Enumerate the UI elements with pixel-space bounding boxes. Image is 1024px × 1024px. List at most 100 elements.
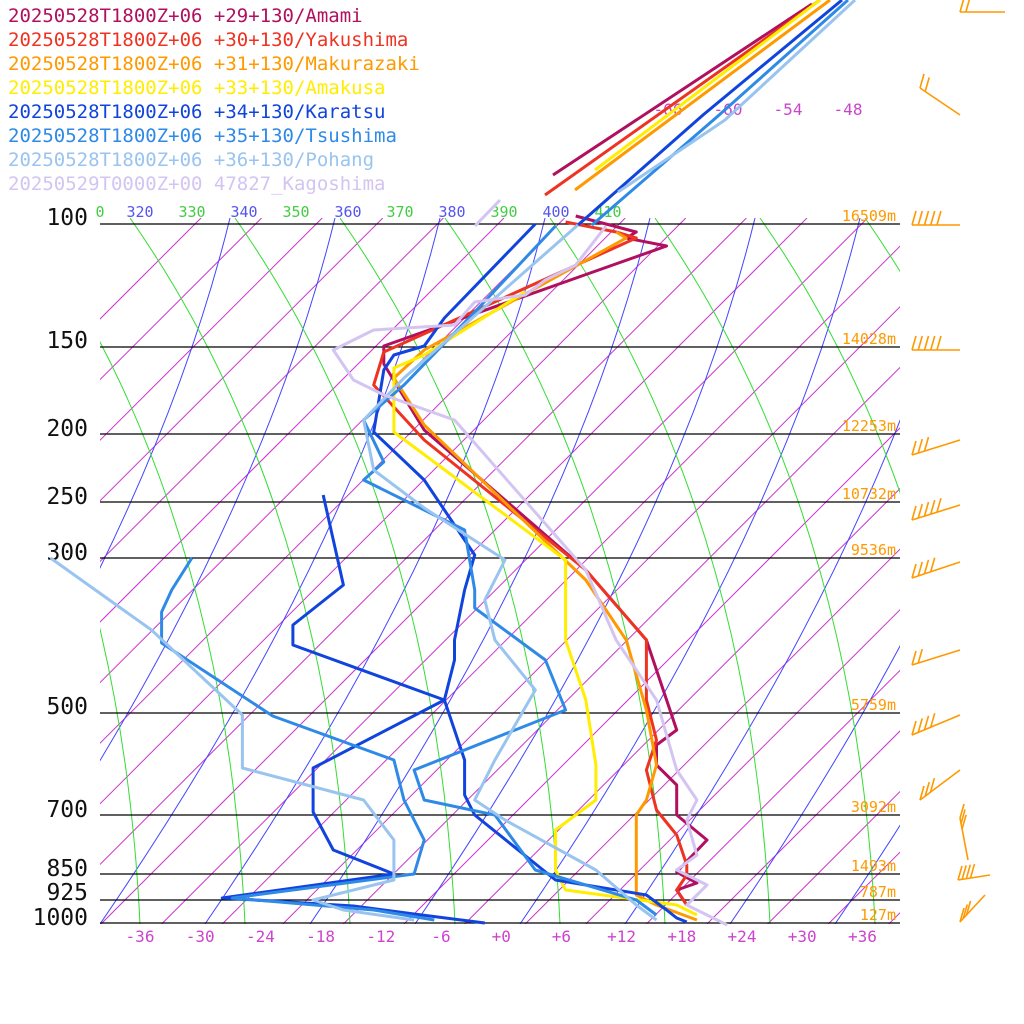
moist-adiabat-line xyxy=(864,218,900,273)
wind-barb-flag xyxy=(911,440,917,456)
wind-barb-flag xyxy=(917,503,924,519)
wind-barbs xyxy=(911,0,1005,923)
isotherm-line xyxy=(767,790,900,924)
moist-adiabat-line xyxy=(759,218,900,495)
x-tick-label: -12 xyxy=(366,927,395,946)
height-label: 14028m xyxy=(842,330,896,348)
height-label: 16509m xyxy=(842,207,896,225)
x-tick-label: +18 xyxy=(667,927,696,946)
theta-label: 350 xyxy=(282,203,309,221)
wind-barb-flag xyxy=(969,863,976,879)
series-upper-line xyxy=(591,0,849,227)
wind-barb-flag xyxy=(923,501,930,517)
wind-barb-flag xyxy=(919,73,925,89)
wind-barb-flag xyxy=(929,210,936,226)
wind-barb-flag xyxy=(911,563,917,579)
wind-barb-flag xyxy=(911,650,917,666)
isotherm-line xyxy=(403,427,900,924)
series-line xyxy=(372,222,688,924)
pressure-label: 500 xyxy=(46,694,88,720)
isotherm-line xyxy=(100,218,384,502)
wind-barb-flag xyxy=(911,505,917,521)
isotherm-line xyxy=(100,218,626,744)
dry-adiabat-line xyxy=(940,218,1024,924)
x-tick-label: +12 xyxy=(607,927,636,946)
pressure-label: 925 xyxy=(46,880,88,906)
pressure-label: 700 xyxy=(46,797,88,823)
theta-label: 400 xyxy=(542,203,569,221)
upper-temp-label: -54 xyxy=(774,100,803,119)
pressure-label: 100 xyxy=(46,205,88,231)
height-label: 1493m xyxy=(851,857,896,875)
isotherm-line xyxy=(706,730,900,924)
legend-entry: 20250528T1800Z+06 +31+130/Makurazaki xyxy=(8,53,420,75)
isotherm-line xyxy=(888,912,900,924)
x-tick-label: +0 xyxy=(492,927,511,946)
x-tick-label: -30 xyxy=(186,927,215,946)
series-upper-line xyxy=(574,0,831,192)
legend-entry: 20250529T0000Z+00 47827_Kagoshima xyxy=(8,173,386,195)
wind-barb-flag xyxy=(957,865,963,881)
wind-barb xyxy=(911,439,961,456)
moist-adiabat-lines xyxy=(100,218,900,924)
series-line xyxy=(331,225,728,927)
wind-barb-flag xyxy=(965,0,971,13)
moist-adiabat-line xyxy=(129,218,351,924)
moist-adiabat-line xyxy=(100,627,141,924)
x-tick-label: +30 xyxy=(788,927,817,946)
wind-barb-flag xyxy=(917,210,924,226)
wind-barb-flag xyxy=(917,561,924,577)
isotherm-line xyxy=(100,218,262,381)
moist-adiabat-line xyxy=(549,218,771,924)
theta-label: 330 xyxy=(178,203,205,221)
series-line xyxy=(392,290,698,917)
x-tick-label: -24 xyxy=(246,927,275,946)
height-label: 127m xyxy=(860,906,896,924)
dry-adiabat-lines xyxy=(100,218,1024,924)
wind-barb-flag xyxy=(965,900,972,916)
isotherm-line xyxy=(585,609,900,924)
x-tick-label: +24 xyxy=(728,927,757,946)
height-label: 3092m xyxy=(851,798,896,816)
moist-adiabat-line xyxy=(339,218,561,924)
wind-barb-flag xyxy=(923,715,930,731)
wind-barb-flag xyxy=(936,497,942,513)
wind-barb-flag xyxy=(959,907,965,923)
wind-barb-flag xyxy=(923,436,930,452)
wind-barb-flag xyxy=(917,718,924,733)
wind-barb-flag xyxy=(917,335,924,351)
pressure-label: 300 xyxy=(46,540,88,566)
wind-barb-flag xyxy=(962,904,969,919)
wind-barb-flag xyxy=(961,865,967,880)
legend-entry: 20250528T1800Z+06 +34+130/Karatsu xyxy=(8,101,386,123)
wind-barb-flag xyxy=(960,809,966,824)
isotherm-line xyxy=(100,218,747,866)
upper-temp-label: -48 xyxy=(834,100,863,119)
series-line xyxy=(49,556,415,922)
isotherm-line xyxy=(100,218,202,320)
wind-barb-flag xyxy=(936,335,942,351)
height-label: 9536m xyxy=(851,541,896,559)
wind-barb-flag xyxy=(911,210,917,226)
series-line xyxy=(392,230,698,922)
dry-adiabat-line xyxy=(834,824,900,924)
wind-barb-flag xyxy=(923,559,930,575)
theta-label: 320 xyxy=(126,203,153,221)
x-tick-label: +6 xyxy=(552,927,571,946)
isotherm-line xyxy=(1010,218,1024,924)
series-upper-line xyxy=(577,0,843,227)
wind-barb-flag xyxy=(929,557,936,572)
theta-label: 360 xyxy=(334,203,361,221)
wind-barb xyxy=(919,769,961,801)
moist-adiabat-line xyxy=(234,218,456,924)
wind-barb xyxy=(911,504,961,521)
pressure-label: 850 xyxy=(46,856,88,882)
wind-barb xyxy=(911,649,961,666)
dry-adiabat-line xyxy=(729,644,900,924)
series-line xyxy=(160,557,435,922)
height-label: 787m xyxy=(860,883,896,901)
isotherm-line xyxy=(100,218,444,563)
moist-adiabat-line xyxy=(100,341,246,924)
isotherm-line xyxy=(524,548,900,924)
wind-barb xyxy=(911,714,961,736)
